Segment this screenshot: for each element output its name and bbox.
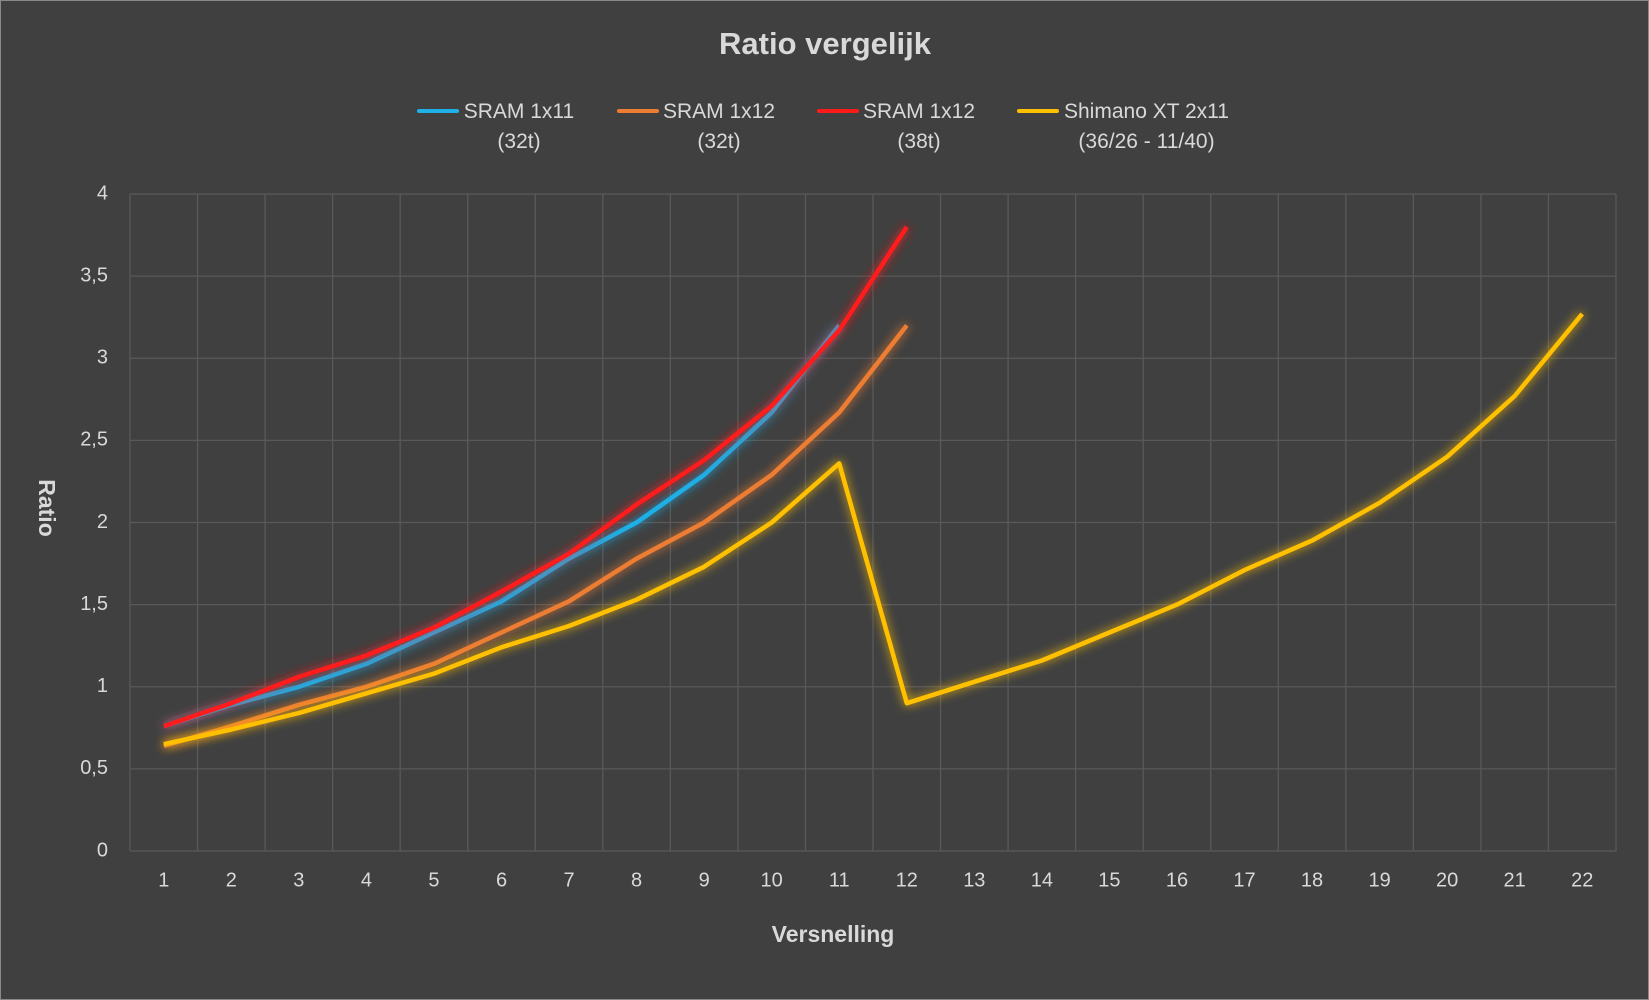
legend-item: SRAM 1x12 (38t) [817,97,979,157]
x-tick-label: 4 [361,869,372,891]
legend-item: Shimano XT 2x11 (36/26 - 11/40) [1017,97,1234,157]
x-axis-title: Versnelling [772,921,895,947]
x-tick-label: 5 [428,869,439,891]
y-tick-label: 3,5 [80,264,108,286]
x-tick-label: 18 [1301,869,1323,891]
series-line [163,324,909,749]
legend-label: Shimano XT 2x11 (36/26 - 11/40) [1064,100,1229,153]
x-tick-label: 20 [1436,869,1458,891]
x-tick-label: 9 [699,869,710,891]
y-tick-label: 4 [97,182,108,204]
x-tick-label: 6 [496,869,507,891]
legend-swatch [817,109,859,113]
x-tick-label: 15 [1098,869,1120,891]
series-line [163,324,841,729]
series-line [163,225,909,729]
x-tick-label: 7 [563,869,574,891]
chart-title: Ratio vergelijk [719,26,932,61]
y-tick-label: 2 [97,511,108,533]
legend-swatch [1017,109,1059,113]
x-tick-label: 19 [1368,869,1390,891]
x-tick-label: 2 [226,869,237,891]
y-axis-title: Ratio [34,479,60,537]
legend-swatch [617,109,659,113]
legend-label: SRAM 1x12 (32t) [662,100,776,153]
legend-swatch [417,109,459,113]
series-line [163,312,1584,747]
x-tick-label: 16 [1166,869,1188,891]
x-tick-label: 11 [829,869,850,891]
x-tick-label: 10 [761,869,783,891]
x-tick-label: 1 [158,869,169,891]
legend-item: SRAM 1x11 (32t) [417,97,579,157]
x-tick-label: 22 [1571,869,1593,891]
y-tick-label: 0 [97,839,108,861]
x-tick-label: 8 [631,869,642,891]
x-tick-label: 3 [293,869,304,891]
y-tick-label: 3 [97,347,108,369]
x-tick-label: 21 [1504,869,1526,891]
x-tick-label: 13 [963,869,985,891]
y-tick-label: 1,5 [80,593,108,615]
legend-label: SRAM 1x11 (32t) [463,100,575,153]
y-tick-label: 2,5 [80,429,108,451]
x-tick-label: 17 [1233,869,1255,891]
legend: SRAM 1x11 (32t) SRAM 1x12 (32t) SRAM 1x12 … [1,97,1649,157]
legend-item: SRAM 1x12 (32t) [617,97,779,157]
legend-label: SRAM 1x12 (38t) [862,100,976,153]
y-tick-label: 1 [97,675,108,697]
x-tick-label: 12 [896,869,918,891]
y-tick-label: 0,5 [80,757,108,779]
x-tick-label: 14 [1031,869,1053,891]
